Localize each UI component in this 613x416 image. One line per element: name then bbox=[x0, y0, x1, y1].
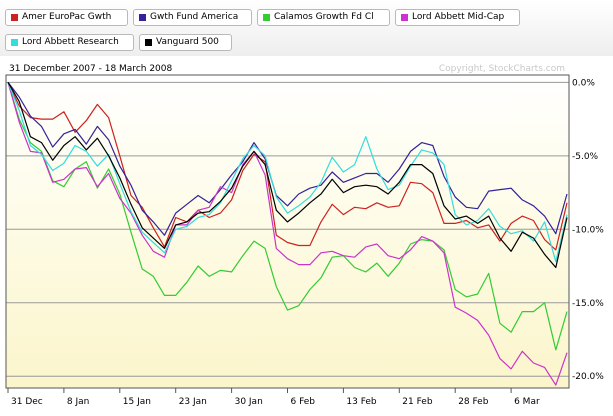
x-tick-label: 8 Jan bbox=[67, 397, 89, 407]
y-tick-label: -15.0% bbox=[572, 299, 604, 309]
y-tick-label: -5.0% bbox=[572, 152, 599, 162]
legend-item-gwth-fund-america[interactable]: Gwth Fund America bbox=[133, 9, 252, 26]
legend-swatch-lord-abbett-midcap bbox=[401, 14, 408, 21]
x-tick-label: 23 Jan bbox=[179, 397, 207, 407]
series-line-vanguard-500 bbox=[7, 81, 568, 269]
x-tick-label: 30 Jan bbox=[235, 397, 263, 407]
x-tick-label: 28 Feb bbox=[458, 397, 489, 407]
x-tick-label: 13 Feb bbox=[346, 397, 377, 407]
legend-label-calamos-growth: Calamos Growth Fd Cl bbox=[274, 12, 374, 22]
legend-swatch-vanguard-500 bbox=[145, 39, 152, 46]
legend-swatch-calamos-growth bbox=[263, 14, 270, 21]
series-line-lord-abbett-mid-cap bbox=[7, 82, 568, 386]
legend-label-lord-abbett-midcap: Lord Abbett Mid-Cap bbox=[412, 12, 505, 22]
legend-label-gwth-fund-america: Gwth Fund America bbox=[150, 12, 239, 22]
x-tick-label: 15 Jan bbox=[123, 397, 151, 407]
y-tick-label: -10.0% bbox=[572, 225, 604, 235]
legend-label-lord-abbett-research: Lord Abbett Research bbox=[22, 37, 119, 47]
legend-item-lord-abbett-research[interactable]: Lord Abbett Research bbox=[5, 34, 134, 51]
plot-frame bbox=[5, 74, 570, 389]
legend-label-vanguard-500: Vanguard 500 bbox=[156, 37, 219, 47]
legend-item-amer-europac[interactable]: Amer EuroPac Gwth bbox=[5, 9, 128, 26]
x-tick-label: 21 Feb bbox=[402, 397, 433, 407]
legend: Amer EuroPac Gwth Gwth Fund America Cala… bbox=[0, 0, 613, 56]
legend-item-calamos-growth[interactable]: Calamos Growth Fd Cl bbox=[257, 9, 390, 26]
legend-swatch-lord-abbett-research bbox=[11, 39, 18, 46]
y-tick-label: 0.0% bbox=[572, 78, 595, 88]
series-line-gwth-fund-america bbox=[7, 81, 568, 236]
copyright-watermark: Copyright, StockCharts.com bbox=[439, 64, 565, 74]
plot-area bbox=[6, 75, 569, 388]
legend-swatch-gwth-fund-america bbox=[139, 14, 146, 21]
x-tick-label: 6 Feb bbox=[291, 397, 316, 407]
date-range-title: 31 December 2007 - 18 March 2008 bbox=[9, 64, 173, 74]
legend-item-vanguard-500[interactable]: Vanguard 500 bbox=[139, 34, 232, 51]
legend-swatch-amer-europac bbox=[11, 14, 18, 21]
series-line-amer-europac-gwth bbox=[7, 82, 568, 251]
x-tick-label: 6 Mar bbox=[514, 397, 540, 407]
series-line-lord-abbett-research bbox=[7, 82, 568, 263]
x-tick-label: 31 Dec bbox=[11, 397, 43, 407]
legend-label-amer-europac: Amer EuroPac Gwth bbox=[22, 12, 112, 22]
legend-item-lord-abbett-midcap[interactable]: Lord Abbett Mid-Cap bbox=[395, 9, 520, 26]
y-tick-label: -20.0% bbox=[572, 372, 604, 382]
